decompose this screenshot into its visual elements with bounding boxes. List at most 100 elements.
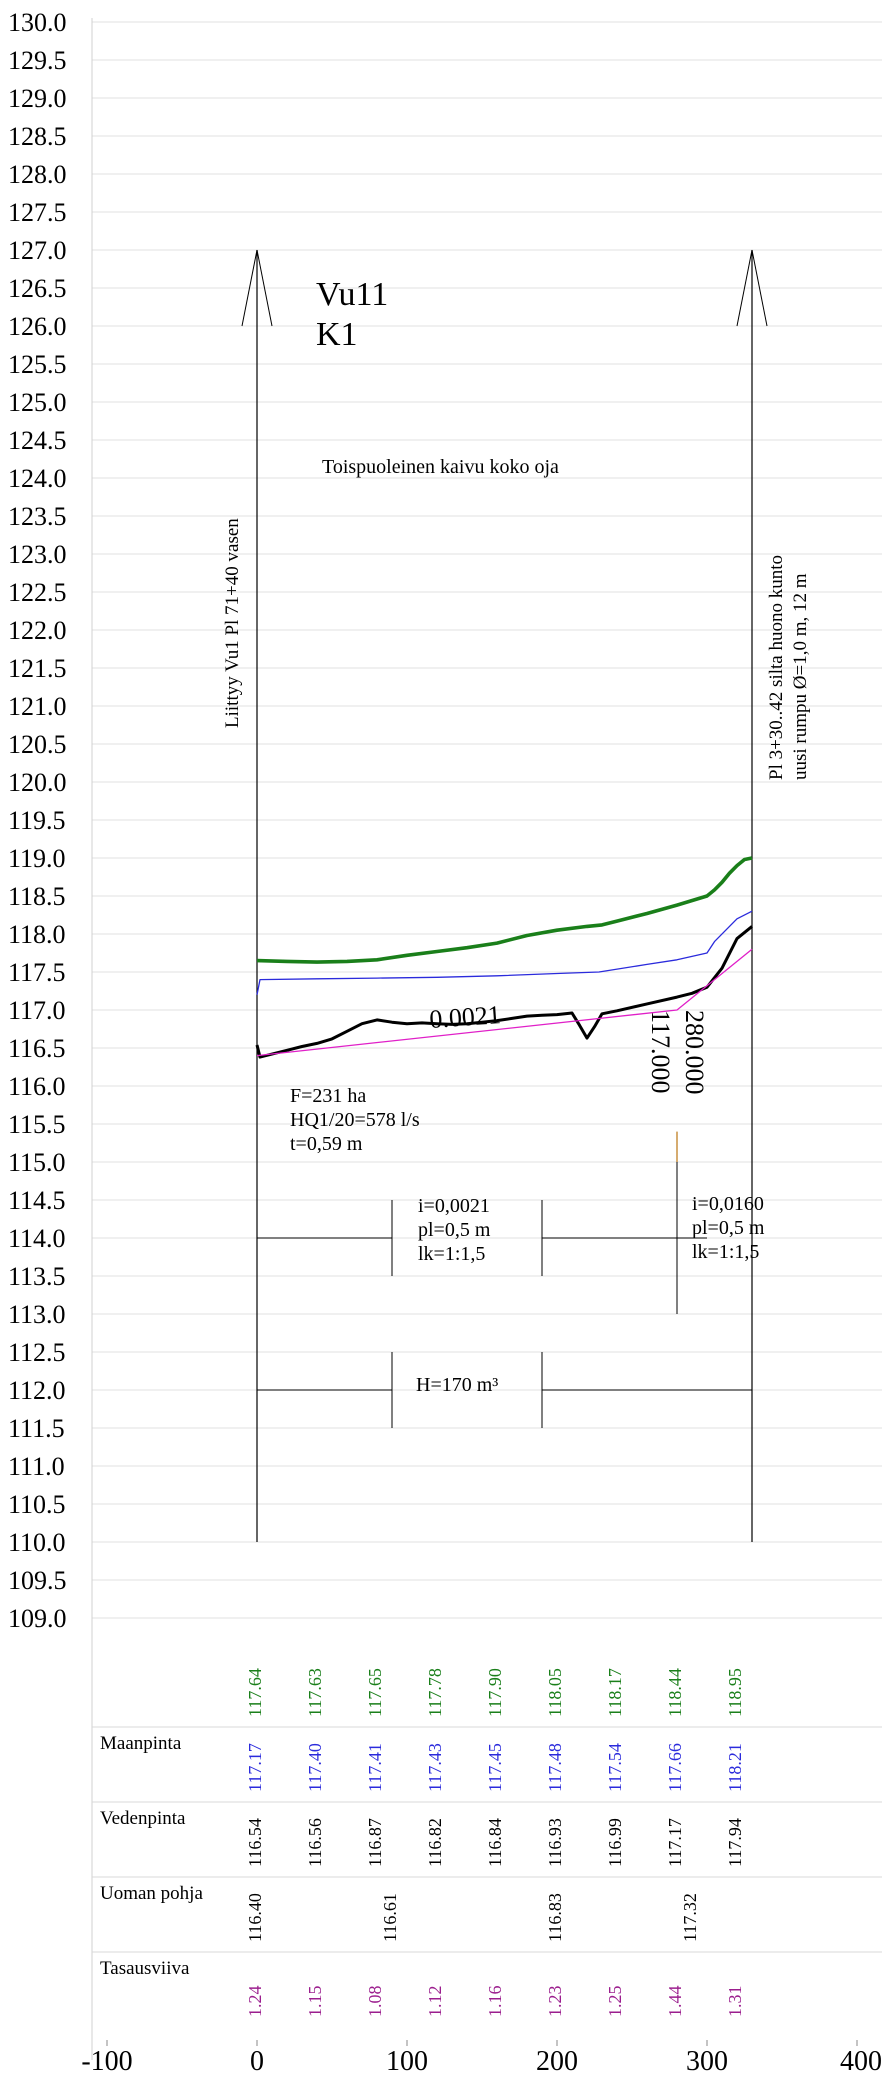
profile-table: 117.64 117.63 117.65 117.78 117.90 118.05 118.…	[245, 1668, 745, 2017]
row-label-maanpinta: Maanpinta	[100, 1733, 182, 1754]
row-label-vedenpinta: Vedenpinta	[100, 1808, 186, 1829]
x-tick-label: 400	[840, 2046, 882, 2076]
table-value-water: 117.41	[365, 1743, 385, 1792]
table-value-ground: 118.95	[725, 1668, 745, 1717]
right-vertical-note-2: uusi rumpu Ø=1,0 m, 12 m	[790, 573, 811, 780]
y-tick-label: 123.5	[8, 502, 67, 531]
table-value-ground: 118.17	[605, 1668, 625, 1717]
y-tick-label: 130.0	[8, 8, 67, 37]
catchment-depth: t=0,59 m	[290, 1133, 363, 1155]
y-tick-label: 110.5	[8, 1490, 66, 1519]
y-tick-label: 110.0	[8, 1528, 66, 1557]
y-tick-label: 126.5	[8, 274, 67, 303]
y-tick-label: 129.5	[8, 46, 67, 75]
table-row-labels: Maanpinta Vedenpinta Uoman pohja Tasausv…	[100, 1733, 203, 1979]
series-line-water	[256, 910, 753, 995]
y-tick-label: 112.0	[8, 1376, 66, 1405]
chainage-280: 280.000	[680, 1010, 709, 1095]
y-tick-label: 125.0	[8, 388, 67, 417]
y-tick-label: 121.5	[8, 654, 67, 683]
x-tick-label: 300	[686, 2046, 728, 2076]
row-label-tasausviiva: Tasausviiva	[100, 1958, 190, 1979]
y-tick-label: 113.5	[8, 1262, 66, 1291]
y-tick-label: 117.5	[8, 958, 66, 987]
table-value-water: 117.66	[665, 1743, 685, 1792]
right-vertical-note-1: Pl 3+30..42 silta huono kunto	[766, 555, 787, 780]
catchment-area: F=231 ha	[290, 1085, 366, 1107]
table-value-bottom: 116.56	[305, 1818, 325, 1867]
y-tick-label: 115.5	[8, 1110, 66, 1139]
table-value-depth: 1.12	[425, 1986, 445, 2018]
y-tick-label: 109.5	[8, 1566, 67, 1595]
table-value-ground: 117.90	[485, 1668, 505, 1717]
y-tick-label: 109.0	[8, 1604, 67, 1633]
volume-label: H=170 m³	[416, 1374, 498, 1396]
catchment-info: F=231 ha HQ1/20=578 l/s t=0,59 m	[290, 1085, 420, 1155]
table-value-bottom: 116.54	[245, 1818, 265, 1867]
table-value-depth: 1.08	[365, 1986, 385, 2018]
y-tick-label: 118.0	[8, 920, 66, 949]
y-tick-label: 124.5	[8, 426, 67, 455]
segment-2-width: pl=0,5 m	[692, 1217, 765, 1239]
chart-background: 130.0 129.5 129.0 128.5 128.0 127.5 127.0 126.5…	[8, 8, 882, 2076]
table-value-grade_elev: 117.32	[680, 1893, 700, 1942]
y-tick-label: 124.0	[8, 464, 67, 493]
table-value-ground: 117.64	[245, 1668, 265, 1717]
segment-1-info: i=0,0021 pl=0,5 m lk=1:1,5	[418, 1195, 491, 1265]
series-line-bottom	[255, 925, 753, 1059]
y-tick-label: 119.5	[8, 806, 66, 835]
y-tick-label: 116.5	[8, 1034, 66, 1063]
table-value-bottom: 116.84	[485, 1818, 505, 1867]
start-arrow-right	[256, 249, 273, 327]
table-value-water: 117.43	[425, 1743, 445, 1792]
y-tick-label: 119.0	[8, 844, 66, 873]
segment-1-bank: lk=1:1,5	[418, 1243, 485, 1265]
table-value-bottom: 117.94	[725, 1818, 745, 1867]
y-tick-label: 122.0	[8, 616, 67, 645]
y-tick-label: 129.0	[8, 84, 67, 113]
table-value-bottom: 116.87	[365, 1818, 385, 1867]
end-arrow-right	[751, 249, 768, 327]
table-value-depth: 1.24	[245, 1986, 265, 2018]
y-tick-label: 111.5	[8, 1414, 65, 1443]
y-tick-label: 113.0	[8, 1300, 66, 1329]
y-tick-label: 126.0	[8, 312, 67, 341]
y-tick-label: 115.0	[8, 1148, 66, 1177]
segment-2-info: i=0,0160 pl=0,5 m lk=1:1,5	[692, 1193, 765, 1263]
y-tick-label: 118.5	[8, 882, 66, 911]
y-tick-label: 123.0	[8, 540, 67, 569]
y-tick-label: 120.5	[8, 730, 67, 759]
table-value-bottom: 116.99	[605, 1818, 625, 1867]
dig-note: Toispuoleinen kaivu koko oja	[322, 456, 559, 478]
table-value-grade_elev: 116.61	[380, 1893, 400, 1942]
table-value-water: 118.21	[725, 1743, 745, 1792]
y-tick-label: 120.0	[8, 768, 67, 797]
x-tick-label: 100	[386, 2046, 428, 2076]
table-value-ground: 117.78	[425, 1668, 445, 1717]
y-tick-label: 116.0	[8, 1072, 66, 1101]
table-value-ground: 118.44	[665, 1668, 685, 1717]
table-value-depth: 1.16	[485, 1986, 505, 2018]
table-value-ground: 117.65	[365, 1668, 385, 1717]
x-tick-label: 200	[536, 2046, 578, 2076]
y-tick-label: 114.5	[8, 1186, 66, 1215]
table-value-ground: 117.63	[305, 1668, 325, 1717]
segment-2-bank: lk=1:1,5	[692, 1241, 759, 1263]
table-value-grade_elev: 116.40	[245, 1893, 265, 1942]
y-tick-label: 112.5	[8, 1338, 66, 1367]
table-value-depth: 1.23	[545, 1986, 565, 2018]
start-arrow-left	[241, 249, 258, 327]
catchment-flow: HQ1/20=578 l/s	[290, 1109, 420, 1131]
table-value-depth: 1.44	[665, 1986, 685, 2018]
table-value-ground: 118.05	[545, 1668, 565, 1717]
x-tick-label: -100	[81, 2046, 132, 2076]
table-value-water: 117.45	[485, 1743, 505, 1792]
segment-1-width: pl=0,5 m	[418, 1219, 491, 1241]
segment-2-slope: i=0,0160	[692, 1193, 764, 1215]
segment-1-slope: i=0,0021	[418, 1195, 490, 1217]
x-tick-label: 0	[250, 2046, 264, 2076]
table-value-depth: 1.15	[305, 1986, 325, 2018]
table-value-water: 117.17	[245, 1743, 265, 1792]
chart-subtitle: K1	[316, 316, 358, 353]
